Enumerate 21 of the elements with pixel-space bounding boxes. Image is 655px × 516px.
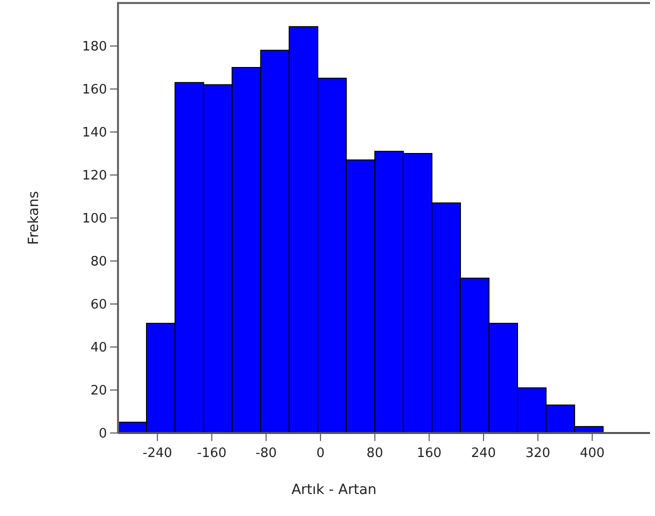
x-tick-label: -160 xyxy=(197,446,227,461)
y-tick-label: 140 xyxy=(82,126,107,141)
y-axis-title: Frekans xyxy=(26,191,42,245)
x-tick-label: 0 xyxy=(316,446,325,461)
y-tick-label: 100 xyxy=(82,212,107,227)
x-tick-label: -240 xyxy=(142,446,172,461)
x-tick-label: 80 xyxy=(366,446,384,461)
y-tick-label: 40 xyxy=(90,340,107,356)
x-tick-label: 160 xyxy=(416,446,442,461)
x-axis-title: Artık - Artan xyxy=(291,482,377,498)
y-tick-label: 0 xyxy=(98,426,107,442)
x-tick-label: 240 xyxy=(471,446,496,461)
y-tick-label: 180 xyxy=(82,40,107,55)
x-tick-label: 320 xyxy=(525,446,550,461)
x-tick-label: -80 xyxy=(256,446,277,461)
y-tick-label: 60 xyxy=(90,298,107,313)
y-tick-label: 20 xyxy=(90,384,107,399)
y-tick-label: 160 xyxy=(82,82,107,98)
y-tick-label: 120 xyxy=(82,168,107,184)
y-tick-label: 80 xyxy=(90,254,107,270)
x-tick-label: 400 xyxy=(580,446,605,461)
